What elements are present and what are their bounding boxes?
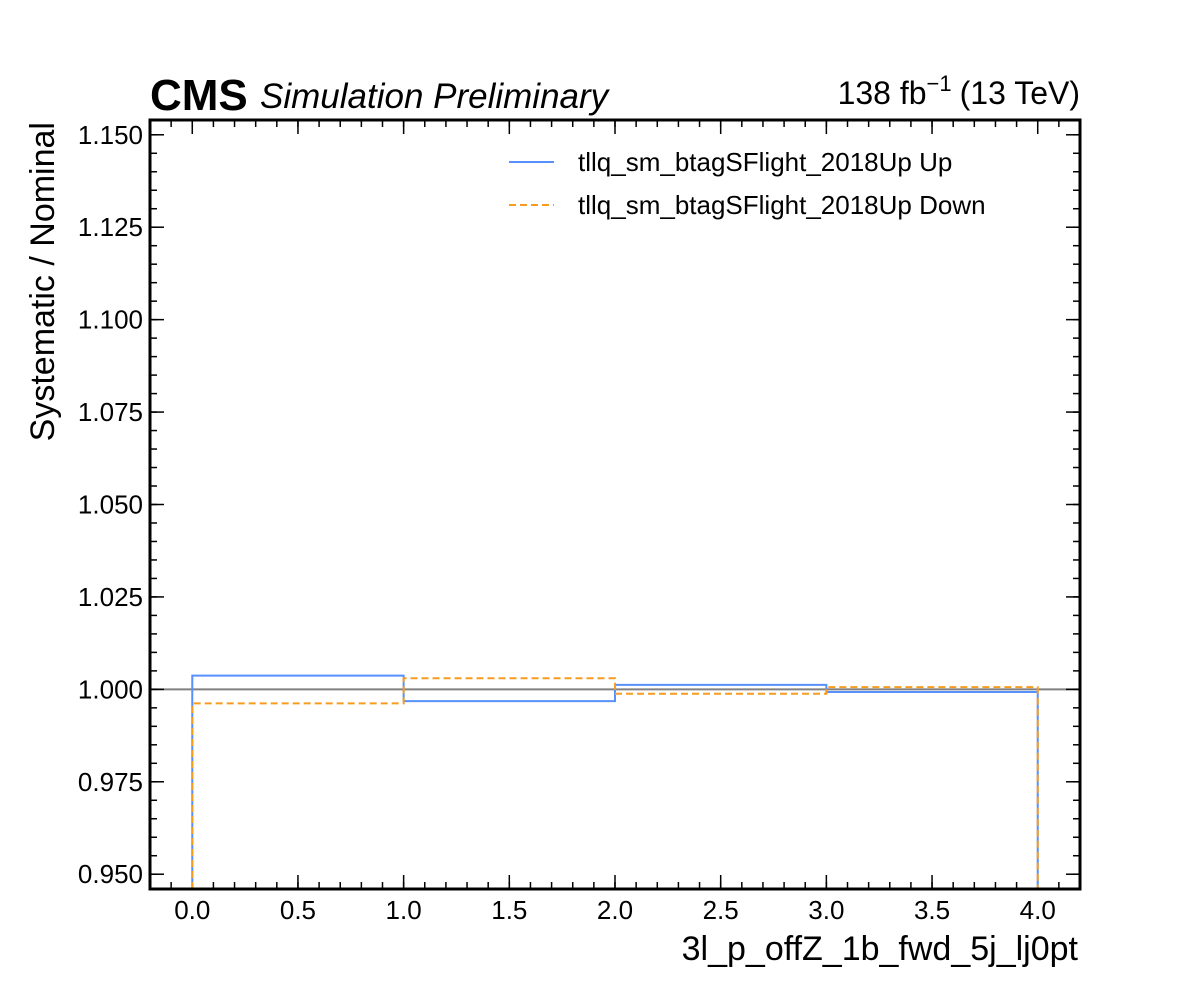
x-tick-label: 0.0 <box>174 895 210 925</box>
x-tick-label: 3.5 <box>914 895 950 925</box>
x-tick-label: 3.0 <box>808 895 844 925</box>
legend-label-up: tllq_sm_btagSFlight_2018Up Up <box>578 147 952 177</box>
y-tick-label: 0.950 <box>78 859 143 889</box>
y-tick-label: 1.000 <box>78 674 143 704</box>
legend-label-down: tllq_sm_btagSFlight_2018Up Down <box>578 190 986 220</box>
x-tick-label: 4.0 <box>1020 895 1056 925</box>
x-tick-label: 0.5 <box>280 895 316 925</box>
x-tick-label: 2.0 <box>597 895 633 925</box>
energy-label: (13 TeV) <box>960 75 1080 111</box>
series-up-step-line <box>191 674 1039 889</box>
y-axis-label: Systematic / Nominal <box>24 122 62 441</box>
series-down-step-line <box>191 677 1039 889</box>
status-label: Simulation Preliminary <box>260 77 611 116</box>
lumi-value: 138 fb <box>838 75 927 111</box>
y-tick-label: 1.125 <box>78 212 143 242</box>
axis-ticks: 0.0 0.5 1.0 1.5 2.0 2.5 3.0 3.5 4.0 0.950 0.975 1.0… <box>78 120 1081 925</box>
experiment-label: CMS <box>150 71 248 120</box>
lumi-exponent: −1 <box>927 71 952 96</box>
y-tick-label: 1.050 <box>78 490 143 520</box>
x-tick-label: 1.5 <box>491 895 527 925</box>
x-axis-label: 3l_p_offZ_1b_fwd_5j_lj0pt <box>682 930 1079 968</box>
x-tick-label: 1.0 <box>386 895 422 925</box>
y-tick-label: 1.075 <box>78 397 143 427</box>
luminosity-label: 138 fb−1 (13 TeV) <box>838 71 1080 111</box>
y-tick-label: 1.025 <box>78 582 143 612</box>
axes-frame <box>148 118 1082 891</box>
legend: tllq_sm_btagSFlight_2018Up Up tllq_sm_bta… <box>509 147 986 220</box>
y-tick-label: 0.975 <box>78 767 143 797</box>
series-layer <box>191 674 1039 889</box>
x-tick-label: 2.5 <box>703 895 739 925</box>
y-tick-label: 1.150 <box>78 120 143 150</box>
y-tick-label: 1.100 <box>78 305 143 335</box>
